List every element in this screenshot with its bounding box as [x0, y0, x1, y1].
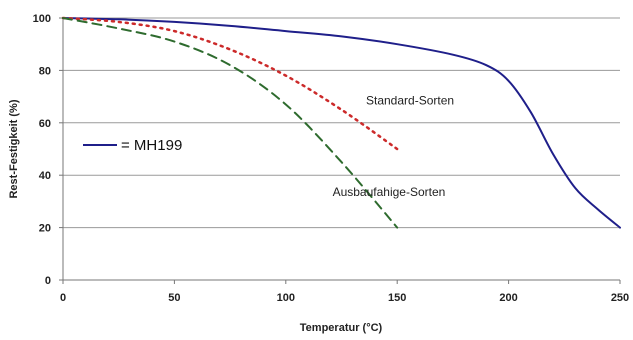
y-tick-label: 20	[39, 223, 51, 235]
series-line-2	[61, 16, 399, 151]
x-tick-label: 200	[499, 292, 517, 304]
annotation-label: Standard-Sorten	[366, 93, 454, 107]
x-tick-label: 250	[611, 292, 629, 304]
legend: = MH199	[83, 137, 182, 154]
x-tick-label: 50	[168, 292, 180, 304]
x-axis-label: Temperatur (°C)	[300, 322, 383, 334]
y-tick-label: 0	[45, 275, 51, 287]
y-tick-label: 40	[39, 170, 51, 182]
axes	[62, 18, 620, 281]
y-axis-label: Rest-Festigkeit (%)	[8, 99, 20, 198]
annotation-label: Ausbaufahige-Sorten	[333, 185, 446, 199]
series-line-3	[62, 17, 399, 229]
series-lines	[61, 16, 621, 229]
y-tick-labels: 0 20 40 60 80 100	[33, 13, 63, 287]
y-tick-label: 100	[33, 13, 51, 25]
annotations: Standard-Sorten Ausbaufahige-Sorten	[333, 93, 454, 199]
x-tick-label: 100	[277, 292, 295, 304]
legend-label: = MH199	[121, 137, 182, 154]
series-line-1	[62, 17, 621, 229]
x-tick-label: 150	[388, 292, 406, 304]
y-tick-label: 80	[39, 65, 51, 77]
gridlines	[63, 17, 620, 229]
y-tick-label: 60	[39, 118, 51, 130]
x-tick-labels: 0 50 100 150 200 250	[60, 280, 629, 304]
x-tick-label: 0	[60, 292, 66, 304]
